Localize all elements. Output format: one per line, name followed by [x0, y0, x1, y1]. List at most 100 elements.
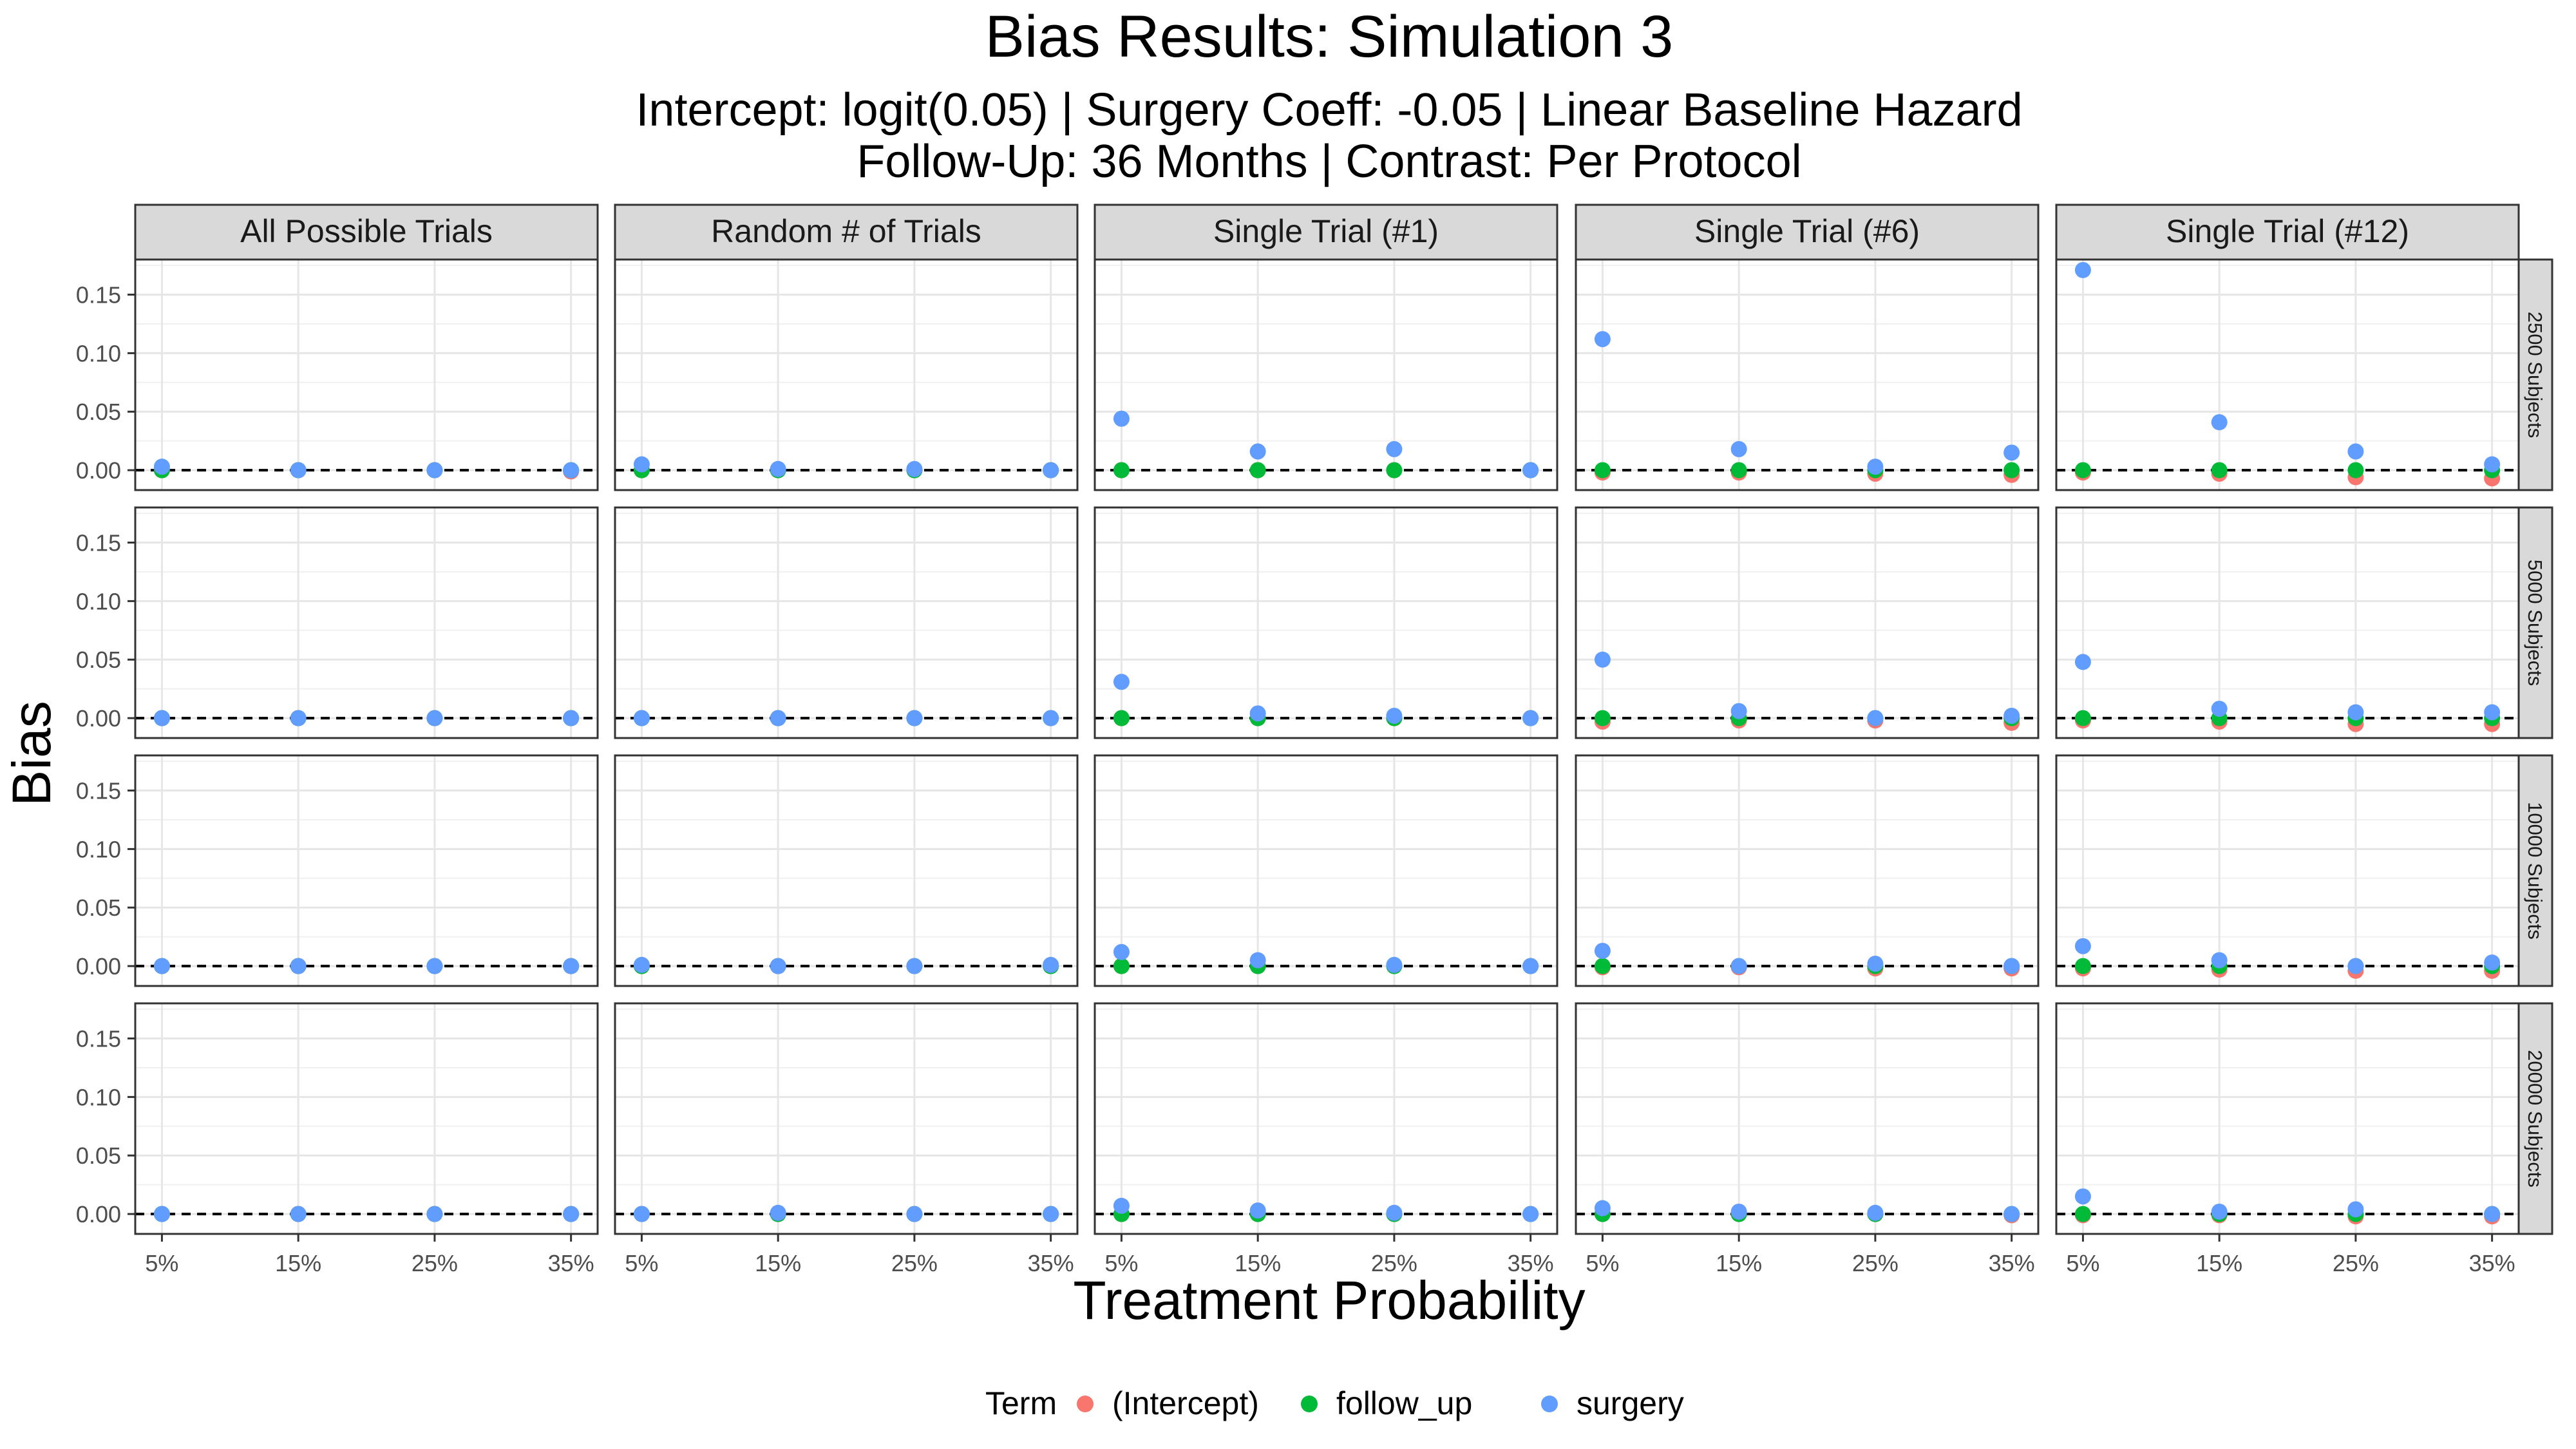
data-point [563, 710, 580, 726]
y-tick-label: 0.00 [76, 953, 121, 980]
data-point [2347, 704, 2364, 721]
x-tick-label: 25% [891, 1250, 938, 1276]
data-point [1594, 651, 1611, 668]
panel-background [615, 755, 1077, 986]
legend-label: surgery [1577, 1385, 1684, 1421]
data-point [1386, 956, 1403, 973]
data-point [2484, 456, 2501, 473]
panel-border [614, 754, 1079, 987]
panel-background [2056, 507, 2519, 738]
data-point [153, 459, 170, 475]
data-point [1113, 462, 1130, 478]
facet-row-label: 5000 Subjects [2524, 560, 2546, 686]
data-point [426, 462, 443, 478]
facet-column-label: Single Trial (#6) [1694, 213, 1920, 249]
data-point [563, 958, 580, 974]
facet-panels: All Possible Trials Random # of Trials Sin… [76, 204, 2553, 1276]
data-point [1522, 958, 1539, 974]
data-point [426, 958, 443, 974]
panel-border [2055, 506, 2520, 739]
facet-panel [1575, 506, 2040, 739]
facet-panel [2055, 506, 2520, 739]
panel-border [614, 1002, 1079, 1235]
facet-panel [2055, 1002, 2520, 1235]
data-point [906, 1206, 923, 1222]
facet-panel [614, 1002, 1079, 1235]
data-point [2003, 462, 2020, 478]
x-tick-label: 15% [275, 1250, 321, 1276]
panel-border [1575, 258, 2040, 491]
data-point [633, 1206, 650, 1222]
x-tick-label: 25% [1371, 1250, 1417, 1276]
panel-background [1095, 1003, 1557, 1234]
facet-panel [614, 754, 1079, 987]
data-point [2074, 938, 2091, 954]
y-tick-label: 0.00 [76, 1201, 121, 1227]
legend: Term (Intercept) follow_up surgery [985, 1385, 1684, 1421]
x-tick-label: 5% [145, 1250, 178, 1276]
data-point [153, 710, 170, 726]
y-tick-label: 0.15 [76, 778, 121, 804]
data-point [2484, 1206, 2501, 1222]
data-point [2074, 261, 2091, 278]
x-tick-label: 5% [625, 1250, 658, 1276]
facet-panel [134, 506, 599, 739]
facet-panel [1094, 754, 1558, 987]
data-point [1249, 443, 1266, 460]
panel-background [2056, 755, 2519, 986]
x-tick-label: 25% [1852, 1250, 1899, 1276]
data-point [1113, 1197, 1130, 1214]
data-point [290, 1206, 307, 1222]
data-point [1522, 462, 1539, 478]
data-point [2484, 704, 2501, 721]
data-point [1043, 462, 1059, 478]
y-tick-label: 0.00 [76, 457, 121, 484]
panel-background [1095, 507, 1557, 738]
data-point [2003, 1206, 2020, 1222]
panel-border [2055, 754, 2520, 987]
facet-panel [1575, 1002, 2040, 1235]
facet-column-label: Single Trial (#12) [2166, 213, 2409, 249]
x-tick-label: 35% [1028, 1250, 1074, 1276]
data-point [1249, 462, 1266, 478]
data-point [1594, 710, 1611, 726]
data-point [563, 1206, 580, 1222]
panel-border [134, 258, 599, 491]
data-point [2347, 1201, 2364, 1218]
data-point [2347, 958, 2364, 974]
facet-panel [1575, 258, 2040, 491]
data-point [633, 956, 650, 973]
x-tick-label: 15% [755, 1250, 801, 1276]
x-tick-label: 35% [2469, 1250, 2515, 1276]
panel-border [134, 506, 599, 739]
panel-border [614, 506, 1079, 739]
legend-key [1541, 1396, 1558, 1412]
y-tick-label: 0.10 [76, 340, 121, 366]
panel-border [1094, 1002, 1558, 1235]
data-point [426, 1206, 443, 1222]
data-point [906, 710, 923, 726]
data-point [770, 958, 786, 974]
panel-background [1576, 260, 2038, 490]
data-point [770, 1204, 786, 1221]
facet-row-label: 20000 Subjects [2524, 1050, 2546, 1188]
data-point [1522, 710, 1539, 726]
data-point [1113, 958, 1130, 974]
facet-panel [134, 754, 599, 987]
data-point [633, 710, 650, 726]
data-point [906, 958, 923, 974]
data-point [1594, 462, 1611, 478]
data-point [1730, 462, 1747, 478]
panel-background [1576, 755, 2038, 986]
data-point [1730, 440, 1747, 457]
panel-background [615, 260, 1077, 490]
data-point [1043, 1206, 1059, 1222]
panel-background [615, 1003, 1077, 1234]
data-point [770, 710, 786, 726]
panel-background [1095, 755, 1557, 986]
data-point [1867, 459, 1884, 475]
facet-panel [1094, 506, 1558, 739]
panel-border [1094, 506, 1558, 739]
y-tick-label: 0.15 [76, 1026, 121, 1052]
data-point [1113, 674, 1130, 690]
